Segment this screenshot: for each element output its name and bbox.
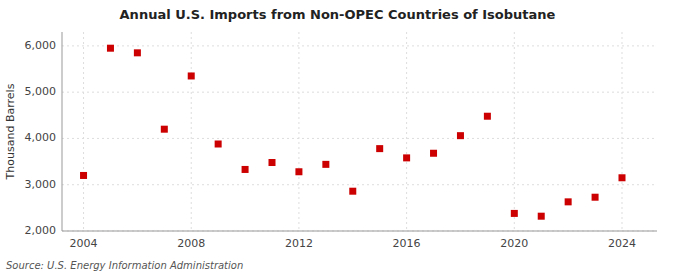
point <box>322 161 329 168</box>
point <box>80 172 87 179</box>
point <box>484 113 491 120</box>
x-tick-label: 2008 <box>177 237 205 250</box>
x-tick-label: 2024 <box>608 237 636 250</box>
x-grid-line <box>406 32 407 231</box>
x-grid-line <box>622 32 623 231</box>
x-grid-line <box>514 32 515 231</box>
x-axis-line <box>62 231 657 232</box>
x-tick-label: 2020 <box>500 237 528 250</box>
y-grid-line <box>62 45 657 46</box>
title: Annual U.S. Imports from Non-OPEC Countr… <box>120 7 556 22</box>
point <box>619 174 626 181</box>
points <box>80 45 625 220</box>
grid <box>62 32 657 231</box>
y-grid-line <box>62 231 657 232</box>
point <box>349 188 356 195</box>
chart: 2,000 3,000 4,000 5,000 6,000 2004 2008 2012 201… <box>0 0 675 275</box>
point <box>565 198 572 205</box>
source: Source: U.S. Energy Information Administ… <box>6 260 243 271</box>
point <box>295 168 302 175</box>
point <box>403 154 410 161</box>
y-axis-line <box>62 32 63 231</box>
point <box>538 213 545 220</box>
point <box>511 210 518 217</box>
point <box>161 126 168 133</box>
point <box>430 150 437 157</box>
point <box>215 140 222 147</box>
y-tick-label: 3,000 <box>25 178 57 191</box>
x-grid-line <box>191 32 192 231</box>
point <box>592 194 599 201</box>
y-grid-line <box>62 184 657 185</box>
y-grid-line <box>62 138 657 139</box>
y-tick-label: 6,000 <box>25 39 57 52</box>
y-tick-label: 5,000 <box>25 85 57 98</box>
point <box>269 159 276 166</box>
point <box>242 166 249 173</box>
point <box>134 49 141 56</box>
point <box>188 72 195 79</box>
point <box>376 145 383 152</box>
x-grid-line <box>298 32 299 231</box>
y-grid-line <box>62 92 657 93</box>
x-tick-label: 2016 <box>393 237 421 250</box>
x-grid-line <box>83 32 84 231</box>
y-tick-label: 4,000 <box>25 131 57 144</box>
x-tick-label: 2012 <box>285 237 313 250</box>
x-tick-label: 2004 <box>70 237 98 250</box>
point <box>457 132 464 139</box>
point <box>107 45 114 52</box>
y-tick-label: 2,000 <box>25 224 57 237</box>
y-axis-label: Thousand Barrels <box>4 83 17 180</box>
plot-area <box>62 32 657 231</box>
